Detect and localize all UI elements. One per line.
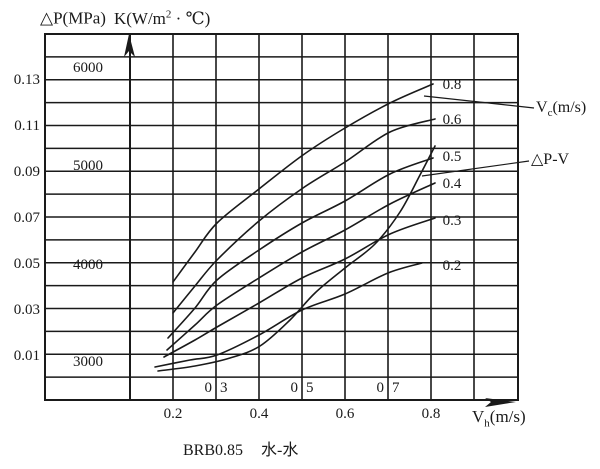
x-tick-0.4: 0.4 [249,406,269,422]
axis-title: △P(MPa) K(W/m2 · ℃) [40,5,210,28]
y-tick-0.01: 0.01 [13,348,40,364]
y-tick-0.05: 0.05 [13,256,40,272]
y-tick-0.11: 0.11 [14,118,40,134]
y-tick-0.03: 0.03 [13,302,40,318]
k-label-4000: 4000 [73,257,103,273]
curve-label-0.4: 0.4 [442,176,462,192]
y-tick-0.13: 0.13 [13,72,40,88]
caption-medium: 水-水 [261,442,299,459]
x-tick-0.6: 0.6 [335,406,355,422]
curve-vc-0.2 [154,262,423,368]
chart-caption: BRB0.85 水-水 [183,442,298,460]
caption-model: BRB0.85 [183,442,244,459]
curve-label-0.6: 0.6 [442,112,462,128]
x-axis-right-arrow-icon [485,398,516,407]
curve-label-0.3: 0.3 [442,213,462,229]
curve-vc-0.3 [163,217,436,358]
k-axis-title: K(W/m2 · ℃) [113,8,211,28]
k-label-5000: 5000 [73,158,103,174]
curve-vc-0.5 [167,157,434,339]
curve-label-0.8: 0.8 [442,77,462,93]
dpv-callout: △P-V [531,151,570,168]
k-label-3000: 3000 [73,354,103,370]
vc-callout: Vc(m/s) [536,99,587,120]
pressure-axis-title: △P(MPa) [40,8,106,28]
curve-vc-0.8 [172,83,434,283]
y-tick-0.09: 0.09 [13,164,40,180]
x-axis-name: Vh(m/s) [472,407,526,430]
curve-label-0.5: 0.5 [442,149,462,165]
curve-vc-0.6 [172,118,436,314]
k-label-6000: 6000 [73,60,103,76]
curve-label-0.2: 0.2 [442,258,462,274]
grid-border [44,33,519,401]
x-tick-0.2: 0.2 [163,406,183,422]
vc-callout-line [423,95,535,109]
dpv-callout-line [421,160,530,177]
curve-vc-0.4 [166,182,436,351]
curve-dp-v [157,145,436,372]
x-tick-0.8: 0.8 [421,406,441,422]
y-tick-0.07: 0.07 [13,210,40,226]
k-axis-up-arrow-icon [124,34,135,57]
